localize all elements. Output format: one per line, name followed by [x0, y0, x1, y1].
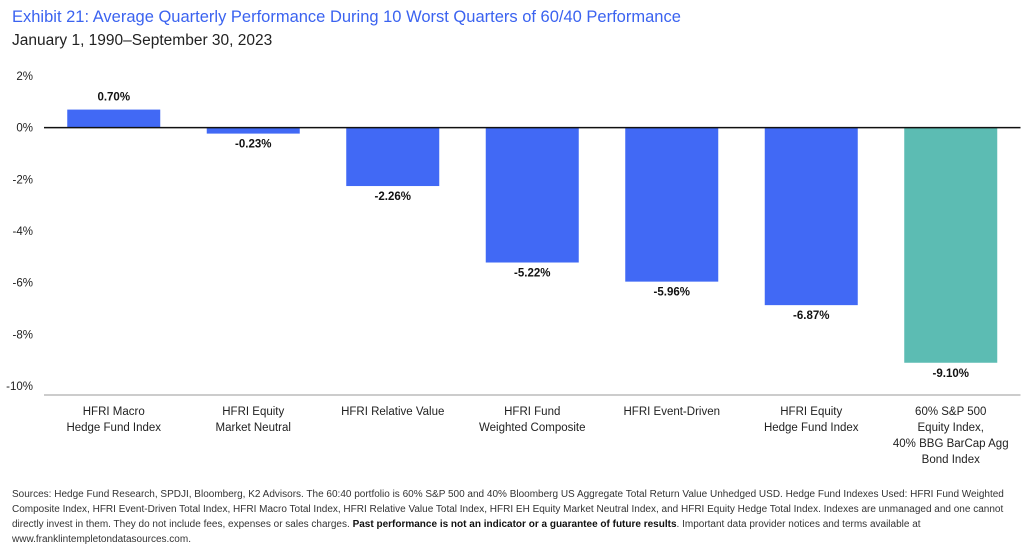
x-tick-label-line: HFRI Equity	[780, 406, 842, 418]
x-tick-label-line: HFRI Macro	[83, 406, 145, 418]
data-label: -9.10%	[933, 368, 969, 380]
x-tick-label-line: Hedge Fund Index	[66, 422, 161, 434]
bar	[206, 127, 300, 134]
data-label: -5.22%	[514, 268, 550, 280]
y-tick-label: -2%	[13, 174, 33, 186]
bar	[485, 127, 579, 263]
x-tick-label-line: Weighted Composite	[479, 422, 586, 434]
data-label: -6.87%	[793, 310, 829, 322]
y-tick-label: -4%	[13, 226, 33, 238]
x-tick-label: HFRI Macro Hedge Fund Index	[66, 406, 161, 434]
data-label: -2.26%	[375, 191, 411, 203]
y-tick-label: -10%	[6, 381, 33, 393]
bar	[904, 127, 998, 363]
value-labels-group: 0.70% -0.23% -2.26% -5.22% -5.96% -6.87% -9.10…	[97, 92, 969, 380]
y-axis: 2% 0% -2% -4% -6% -8% -10%	[6, 71, 33, 393]
data-label: -5.96%	[654, 287, 690, 299]
x-tick-label-line: Bond Index	[922, 454, 980, 466]
chart-subtitle: January 1, 1990–September 30, 2023	[12, 32, 273, 49]
x-tick-label: HFRI Equity Market Neutral	[216, 406, 291, 434]
x-tick-label-line: 60% S&P 500	[915, 406, 986, 418]
bar	[67, 109, 161, 128]
x-tick-label-line: HFRI Relative Value	[341, 406, 444, 418]
chart-title: Exhibit 21: Average Quarterly Performanc…	[12, 8, 681, 26]
x-tick-label-line: HFRI Equity	[222, 406, 284, 418]
x-tick-label: 60% S&P 500 Equity Index, 40% BBG BarCap A…	[893, 406, 1009, 466]
bars-group	[44, 109, 1021, 396]
x-tick-label-line: 40% BBG BarCap Agg	[893, 438, 1009, 450]
bar	[625, 127, 719, 282]
data-label: -0.23%	[235, 139, 271, 151]
y-tick-label: 0%	[16, 123, 33, 135]
x-tick-label: HFRI Equity Hedge Fund Index	[764, 406, 859, 434]
bar-chart: 2% 0% -2% -4% -6% -8% -10% 0.70% -0.23% -2.26% -5…	[6, 71, 1021, 466]
footnote-text-end: . Important data provider notices and te…	[12, 519, 921, 545]
footnote-disclaimer: Past performance is not an indicator or …	[352, 519, 677, 530]
x-tick-label-line: HFRI Fund	[504, 406, 560, 418]
x-tick-label-line: Market Neutral	[216, 422, 291, 434]
x-tick-label-line: Equity Index,	[918, 422, 984, 434]
x-tick-label-line: HFRI Event-Driven	[624, 406, 721, 418]
bar	[764, 127, 858, 306]
data-label: 0.70%	[97, 92, 130, 104]
bar	[346, 127, 440, 187]
y-tick-label: -8%	[13, 329, 33, 341]
footnote-text: Sources: Hedge Fund Research, SPDJI, Blo…	[12, 489, 1004, 530]
y-tick-label: 2%	[16, 71, 33, 83]
x-tick-label: HFRI Relative Value	[341, 406, 444, 418]
x-axis: HFRI Macro Hedge Fund Index HFRI Equity Mar…	[66, 406, 1008, 466]
x-tick-label: HFRI Event-Driven	[624, 406, 721, 418]
x-tick-label: HFRI Fund Weighted Composite	[479, 406, 586, 434]
y-tick-label: -6%	[13, 278, 33, 290]
x-tick-label-line: Hedge Fund Index	[764, 422, 859, 434]
footnote: Sources: Hedge Fund Research, SPDJI, Blo…	[12, 487, 1016, 547]
